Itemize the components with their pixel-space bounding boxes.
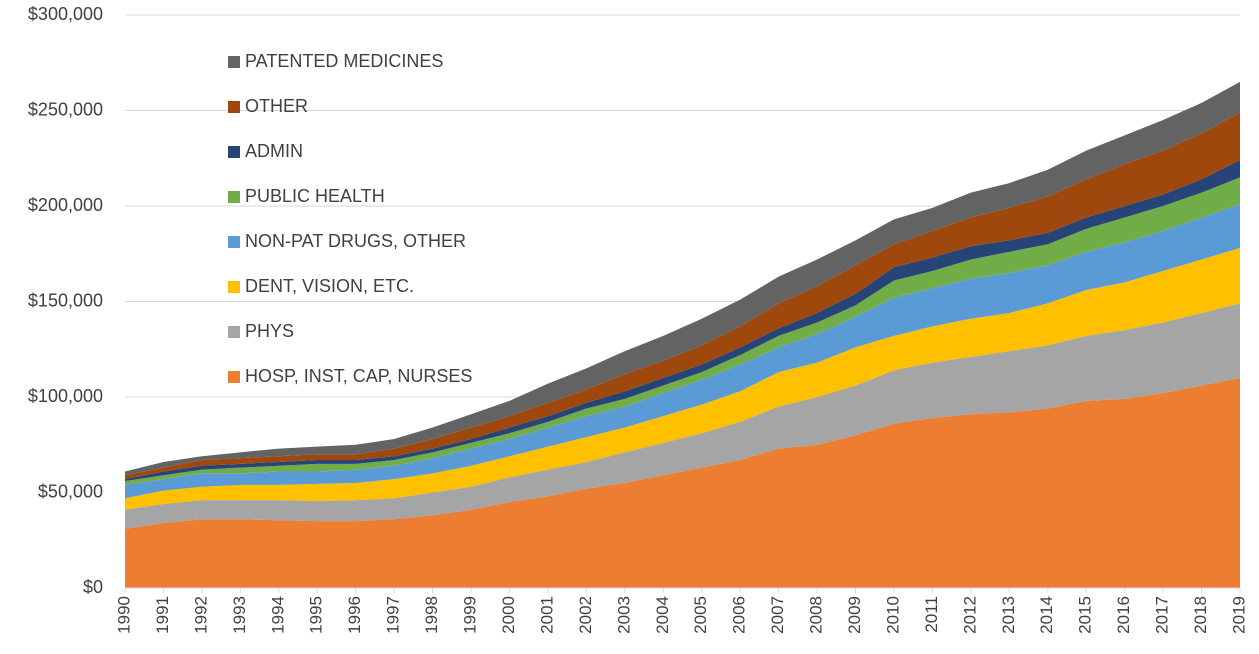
y-tick-label: $200,000 — [28, 195, 103, 215]
legend-label: HOSP, INST, CAP, NURSES — [245, 366, 472, 386]
x-tick-label: 2012 — [960, 596, 979, 634]
x-tick-label: 2013 — [999, 596, 1018, 634]
y-tick-label: $0 — [83, 577, 103, 597]
x-tick-label: 2016 — [1114, 596, 1133, 634]
x-tick-label: 2011 — [922, 596, 941, 633]
x-tick-label: 1996 — [345, 596, 364, 634]
y-tick-label: $50,000 — [38, 481, 103, 501]
y-tick-label: $100,000 — [28, 386, 103, 406]
x-tick-label: 1993 — [230, 596, 249, 634]
x-tick-label: 2007 — [768, 596, 787, 634]
x-tick-label: 1998 — [422, 596, 441, 634]
legend-label: PUBLIC HEALTH — [245, 186, 385, 206]
area — [125, 303, 1240, 529]
x-tick-label: 1990 — [114, 596, 133, 634]
x-tick-label: 2014 — [1037, 596, 1056, 634]
x-tick-label: 2003 — [614, 596, 633, 634]
legend-swatch — [228, 371, 240, 383]
x-tick-label: 2015 — [1076, 596, 1095, 634]
legend-swatch — [228, 326, 240, 338]
legend-label: PATENTED MEDICINES — [245, 51, 443, 71]
legend-swatch — [228, 146, 240, 158]
legend-label: NON-PAT DRUGS, OTHER — [245, 231, 466, 251]
x-tick-label: 2019 — [1229, 596, 1248, 634]
x-tick-label: 2004 — [653, 596, 672, 634]
x-tick-label: 2010 — [883, 596, 902, 634]
legend-label: ADMIN — [245, 141, 303, 161]
x-tick-label: 2009 — [845, 596, 864, 634]
legend-swatch — [228, 56, 240, 68]
x-tick-label: 2001 — [537, 596, 556, 634]
x-tick-label: 2017 — [1153, 596, 1172, 634]
legend-swatch — [228, 236, 240, 248]
x-tick-label: 2002 — [576, 596, 595, 634]
legend-label: OTHER — [245, 96, 308, 116]
x-tick-label: 1999 — [461, 596, 480, 634]
y-tick-label: $300,000 — [28, 4, 103, 24]
x-tick-label: 2008 — [807, 596, 826, 634]
y-tick-label: $250,000 — [28, 99, 103, 119]
x-tick-label: 2018 — [1191, 596, 1210, 634]
legend-swatch — [228, 191, 240, 203]
x-tick-label: 1995 — [307, 596, 326, 634]
x-tick-label: 1997 — [384, 596, 403, 634]
x-tick-label: 2005 — [691, 596, 710, 634]
x-tick-label: 1994 — [268, 596, 287, 634]
legend-label: DENT, VISION, ETC. — [245, 276, 414, 296]
y-tick-label: $150,000 — [28, 290, 103, 310]
x-tick-label: 1992 — [191, 596, 210, 634]
x-tick-label: 1991 — [153, 596, 172, 634]
area — [125, 377, 1240, 588]
legend-label: PHYS — [245, 321, 294, 341]
legend-swatch — [228, 281, 240, 293]
x-tick-label: 2006 — [730, 596, 749, 634]
legend-swatch — [228, 101, 240, 113]
x-tick-label: 2000 — [499, 596, 518, 634]
